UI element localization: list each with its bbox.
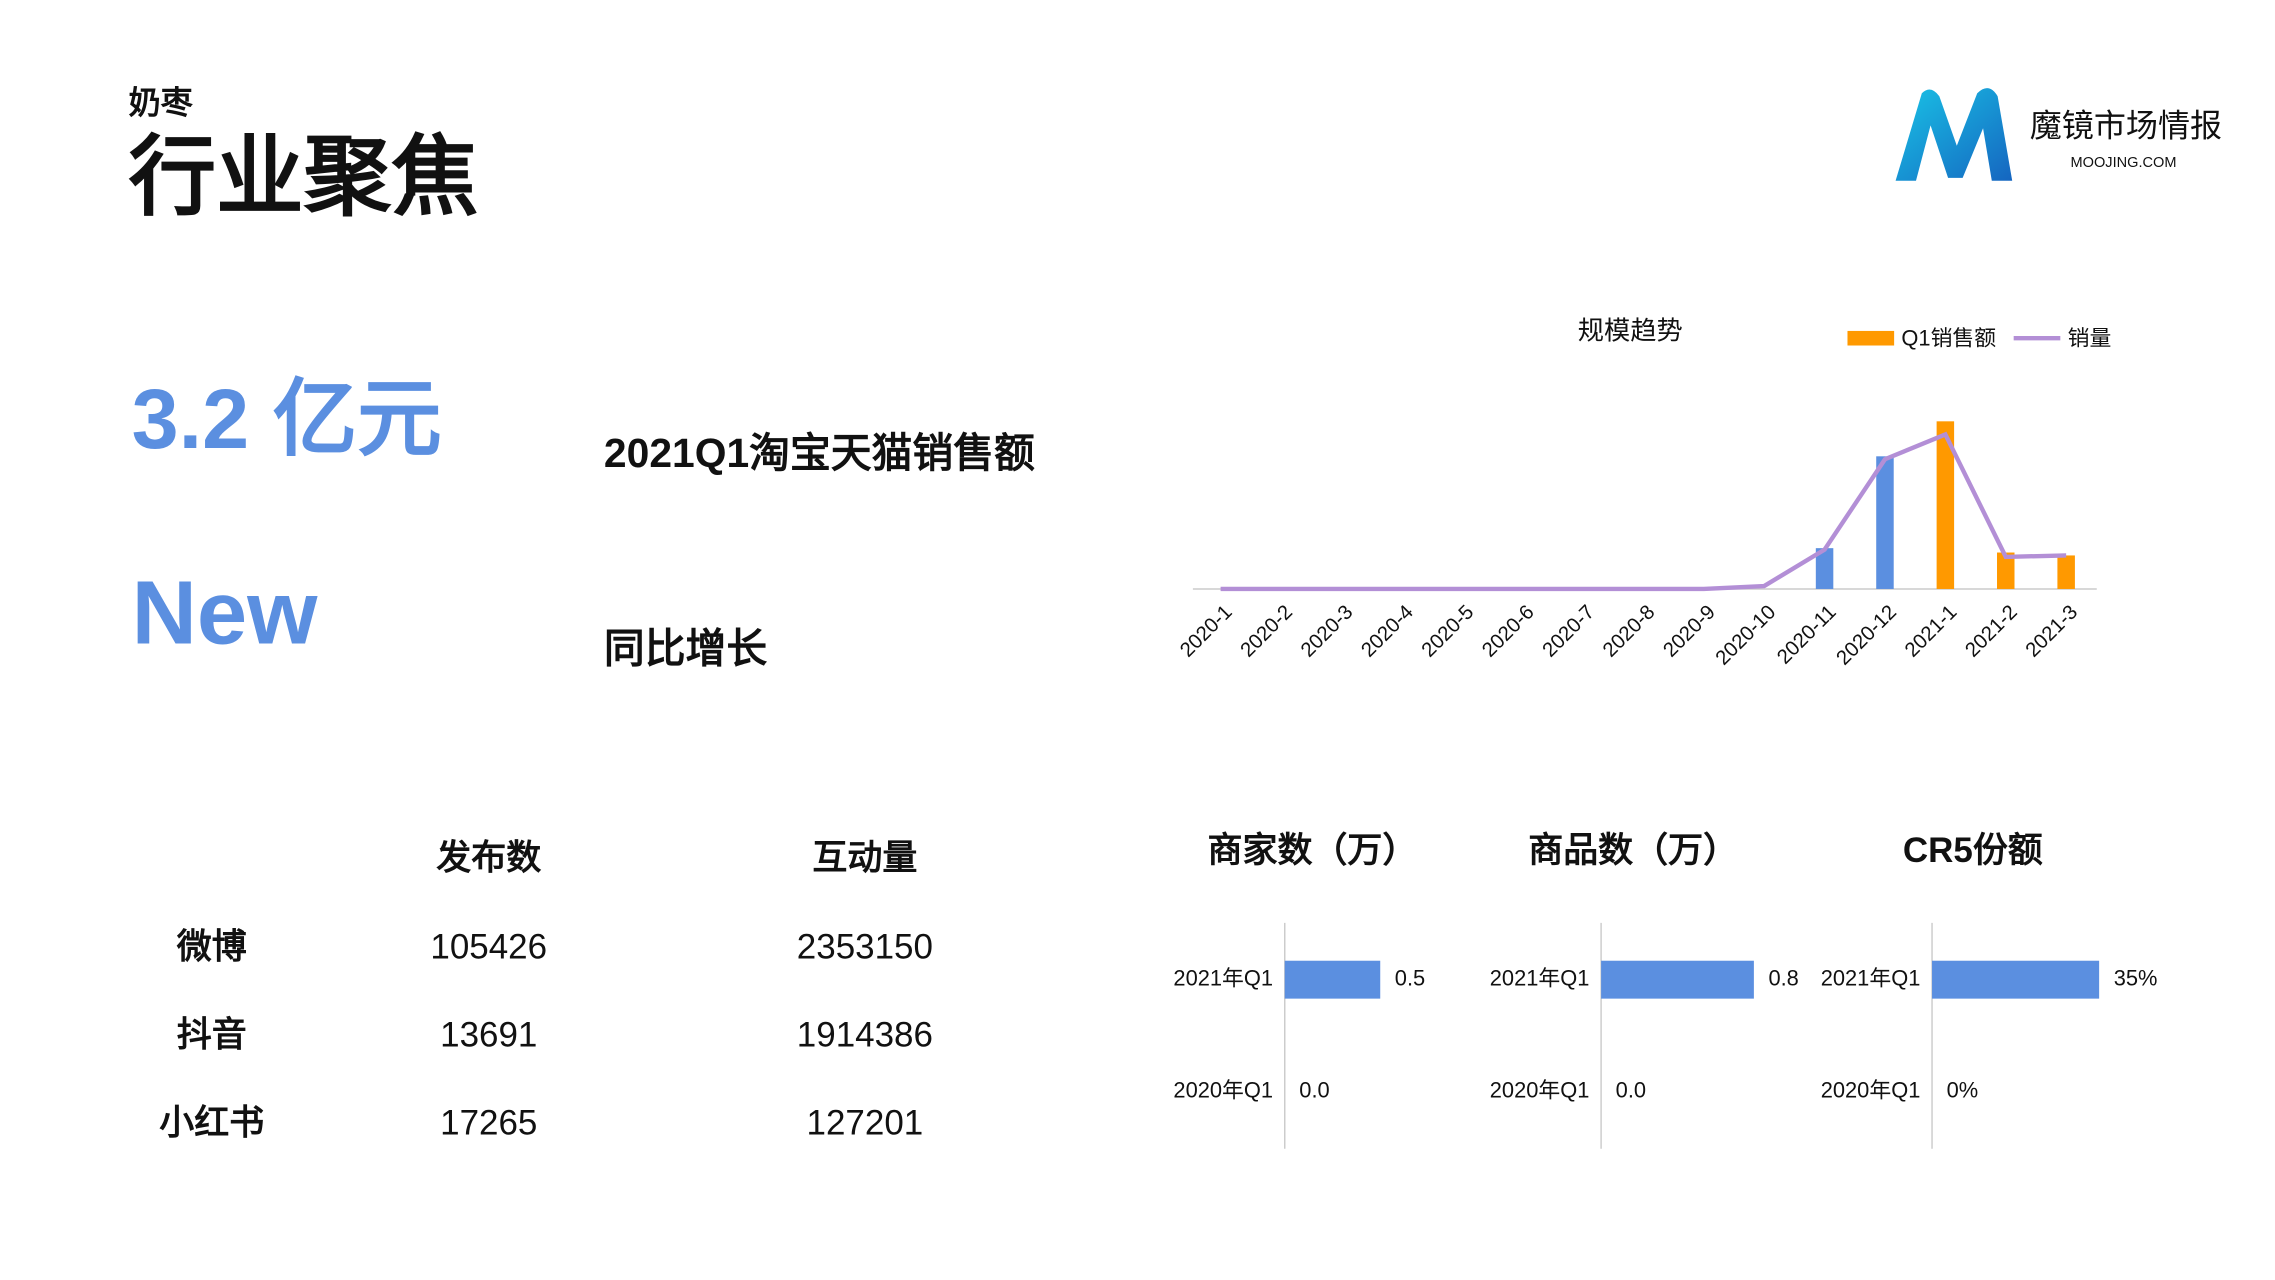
x-tick-label: 2020-5: [1418, 601, 1478, 661]
bar: [1932, 960, 2100, 999]
y-tick-label: 2021年Q1: [1173, 965, 1273, 990]
table-cell: 1914386: [797, 1016, 933, 1055]
table-header: 互动量: [812, 838, 917, 877]
bar: [1997, 552, 2015, 589]
chart-title: 商品数（万）: [1528, 831, 1738, 870]
line: [1220, 431, 2067, 592]
bar: [1815, 548, 1834, 589]
x-tick-label: 2020-3: [1297, 601, 1357, 661]
value-label: 35%: [2114, 965, 2158, 990]
x-tick-label: 2021-1: [1901, 601, 1961, 661]
x-tick-label: 2021-2: [1961, 601, 2021, 661]
y-tick-label: 2021年Q1: [1821, 965, 1921, 990]
kpi-value: 3.2 亿元: [132, 371, 442, 466]
legend-label: 销量: [2068, 325, 2112, 350]
logo-mark: [1895, 88, 2013, 181]
x-tick-label: 2020-2: [1237, 601, 1297, 661]
chart-title: 规模趋势: [1578, 315, 1683, 345]
table-cell: 105426: [430, 927, 547, 966]
y-tick-label: 2020年Q1: [1490, 1078, 1590, 1103]
logo-site: MOOJING.COM: [2071, 155, 2177, 171]
row-label: 微博: [176, 927, 247, 966]
x-tick-label: 2021-3: [2022, 601, 2082, 661]
bar: [1284, 960, 1381, 999]
category: 奶枣: [129, 84, 194, 120]
x-tick-label: 2020-7: [1539, 601, 1599, 661]
x-tick-label: 2020-6: [1478, 601, 1538, 661]
x-tick-label: 2020-12: [1833, 601, 1902, 670]
kpi-label: 同比增长: [604, 625, 767, 671]
y-tick-label: 2021年Q1: [1490, 965, 1590, 990]
value-label: 0%: [1947, 1078, 1979, 1103]
bar: [1601, 960, 1754, 999]
x-tick-label: 2020-1: [1176, 601, 1236, 661]
bar: [1876, 456, 1894, 589]
table-cell: 13691: [440, 1016, 537, 1055]
bar: [1936, 421, 1955, 589]
row-label: 抖音: [177, 1015, 247, 1055]
legend-label: Q1销售额: [1901, 325, 1996, 350]
chart-title: CR5份额: [1903, 831, 2043, 870]
logo-name: 魔镜市场情报: [2030, 108, 2222, 144]
page-title: 行业聚焦: [129, 128, 479, 226]
y-tick-label: 2020年Q1: [1173, 1078, 1273, 1103]
x-tick-label: 2020-8: [1599, 601, 1659, 661]
x-tick-label: 2020-4: [1357, 601, 1417, 661]
bar: [2057, 555, 2075, 589]
value-label: 0.8: [1768, 965, 1798, 990]
x-tick-label: 2020-11: [1773, 601, 1840, 668]
table-header: 发布数: [436, 838, 541, 877]
table-cell: 127201: [807, 1104, 924, 1143]
kpi-value: New: [132, 562, 319, 663]
x-tick-label: 2020-9: [1659, 601, 1719, 661]
row-label: 小红书: [159, 1104, 264, 1143]
kpi-label: 2021Q1淘宝天猫销售额: [604, 430, 1035, 476]
table-cell: 17265: [440, 1104, 537, 1143]
value-label: 0.5: [1395, 965, 1425, 990]
value-label: 0.0: [1616, 1078, 1646, 1103]
x-tick-label: 2020-10: [1712, 601, 1781, 670]
table-cell: 2353150: [797, 927, 933, 966]
y-tick-label: 2020年Q1: [1821, 1078, 1921, 1103]
chart-title: 商家数（万）: [1208, 831, 1418, 870]
legend-swatch: [1847, 330, 1895, 346]
value-label: 0.0: [1299, 1078, 1329, 1103]
